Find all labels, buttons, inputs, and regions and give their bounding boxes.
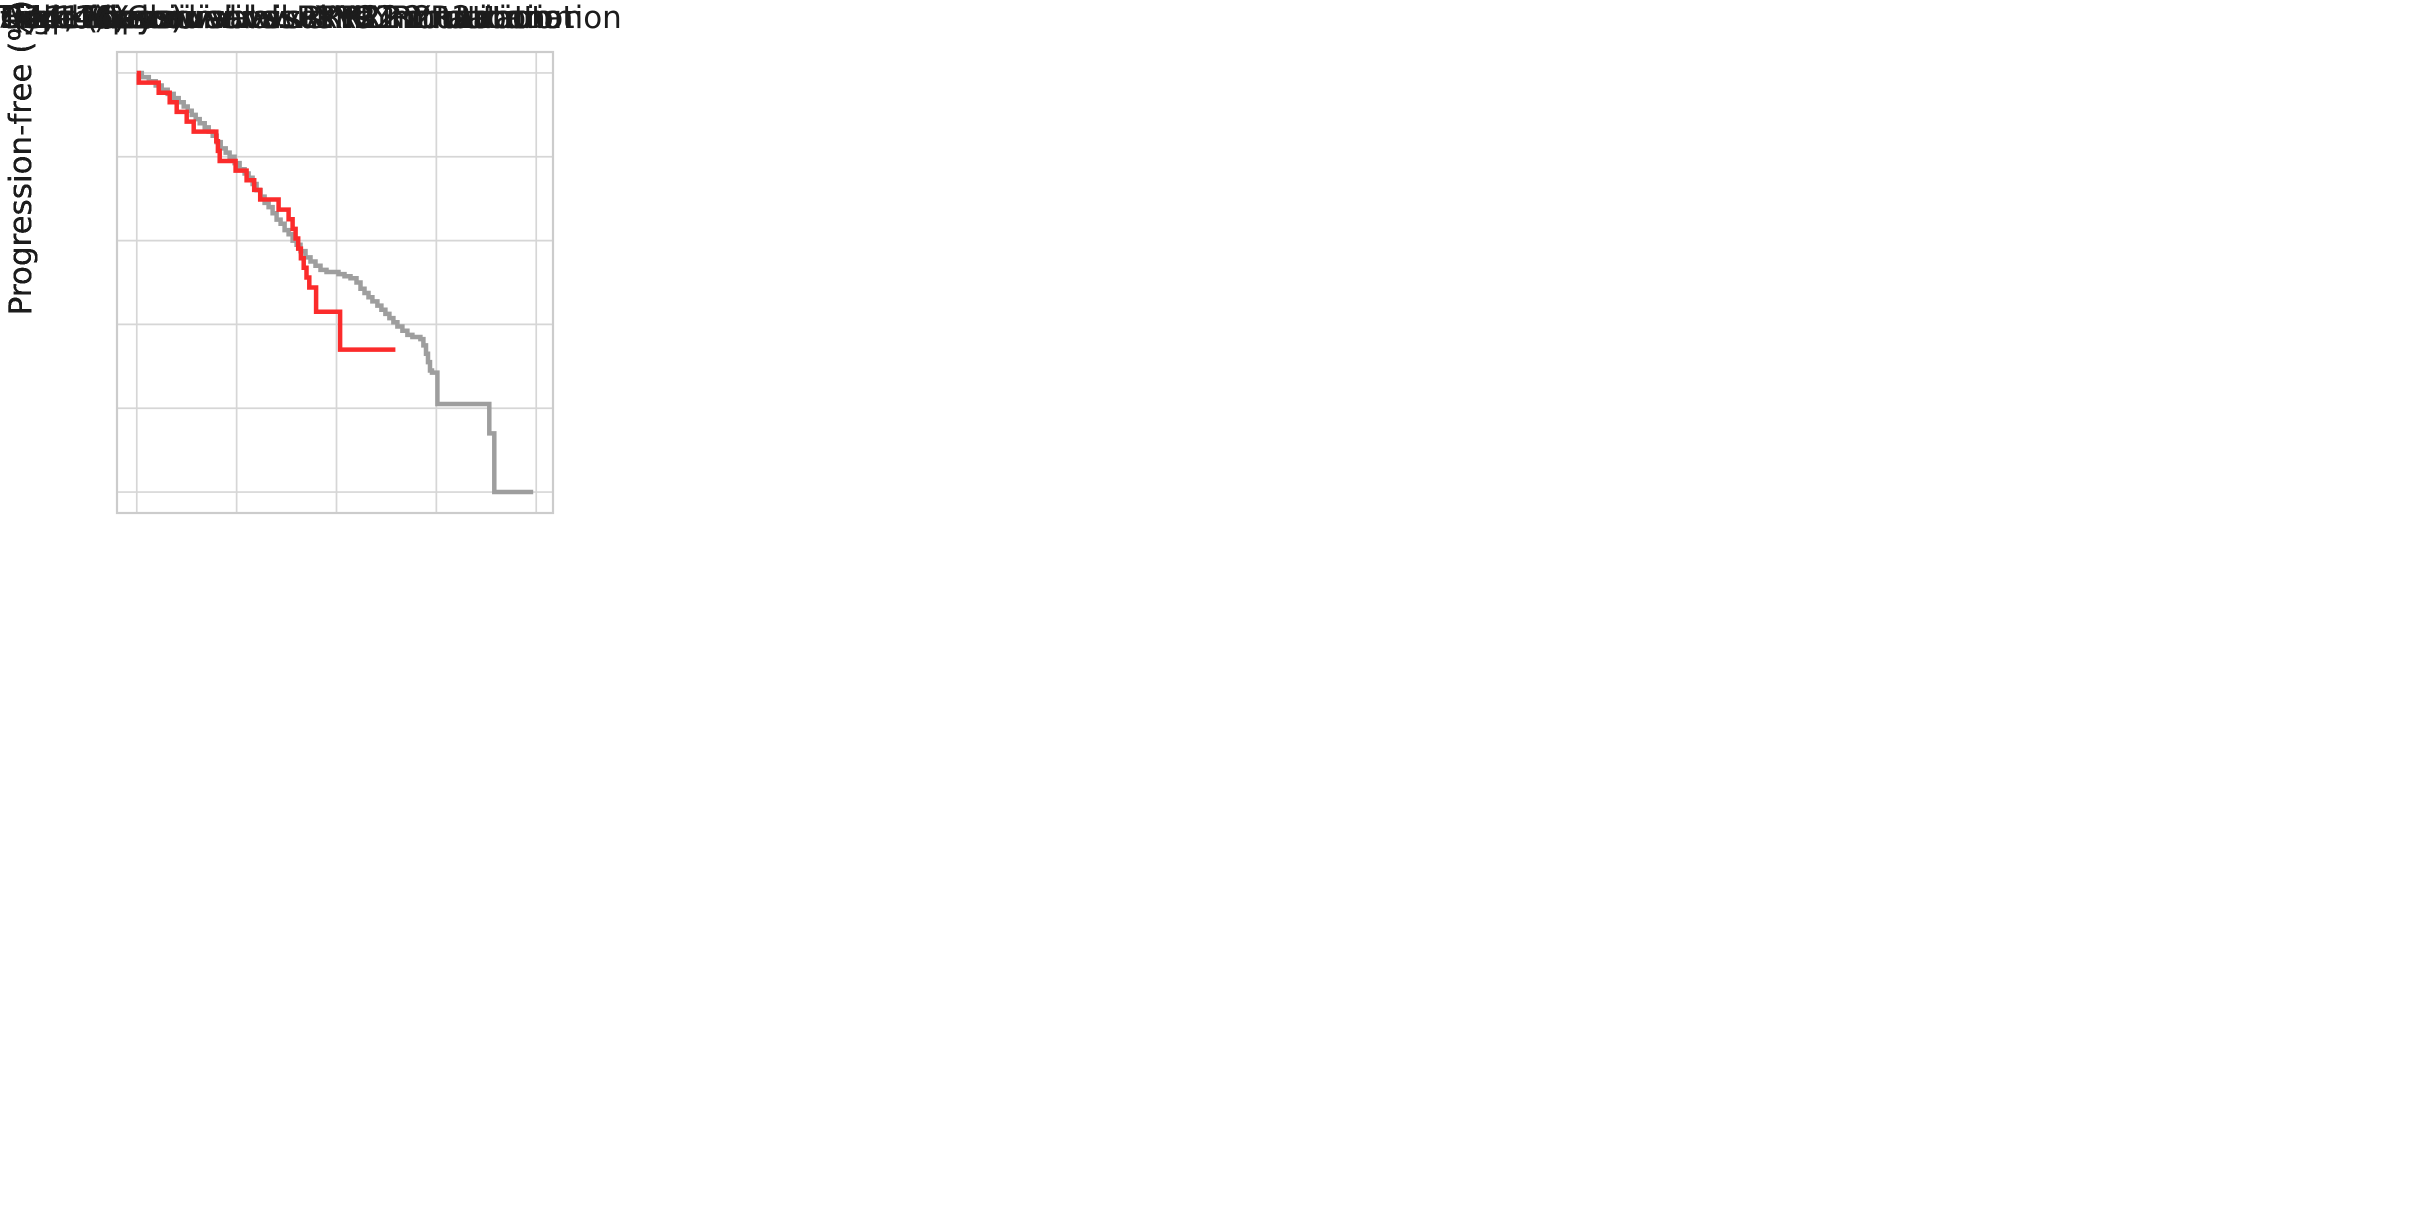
x-axis-label: Time (days) <box>0 0 184 36</box>
chart-title-t4-14: t(4;14) survival vs. RYR2 mutation <box>0 0 532 36</box>
x-axis-label: Time (days) <box>0 0 184 36</box>
curve-mut <box>136 70 396 352</box>
chart-title-t11-14: t(11;14) survival vs. RYR2 mutation <box>0 0 552 36</box>
x-axis-label: Time (days) <box>0 0 184 36</box>
chart-title-t14-16: t(14;16) survival vs. RYR2 mutation <box>0 0 552 36</box>
x-axis-label: Time (days) <box>0 0 184 36</box>
x-axis-label: Time (days) <box>0 0 184 36</box>
chart-title-amp1q: Amp 1q survival vs. RYR2 mutation <box>0 0 546 36</box>
x-axis-label: Time (days) <box>0 0 184 36</box>
chart-title-hyperdiploid: Hyperdiploid survival vs. RYR2 mutation <box>0 0 622 36</box>
x-axis-label: Time (days) <box>0 0 184 36</box>
x-axis-label: Time (days) <box>0 0 184 36</box>
chart-title-combined: Combined survival vs. RYR2 mutation <box>0 0 583 36</box>
y-axis-label: Progression-free (%) <box>3 0 39 316</box>
chart-title-high-myc: High-MYC survival vs. RYR2 mutation <box>0 0 574 36</box>
chart-title-del17: Del 17 survival vs. RYR2 mutation <box>0 0 527 36</box>
